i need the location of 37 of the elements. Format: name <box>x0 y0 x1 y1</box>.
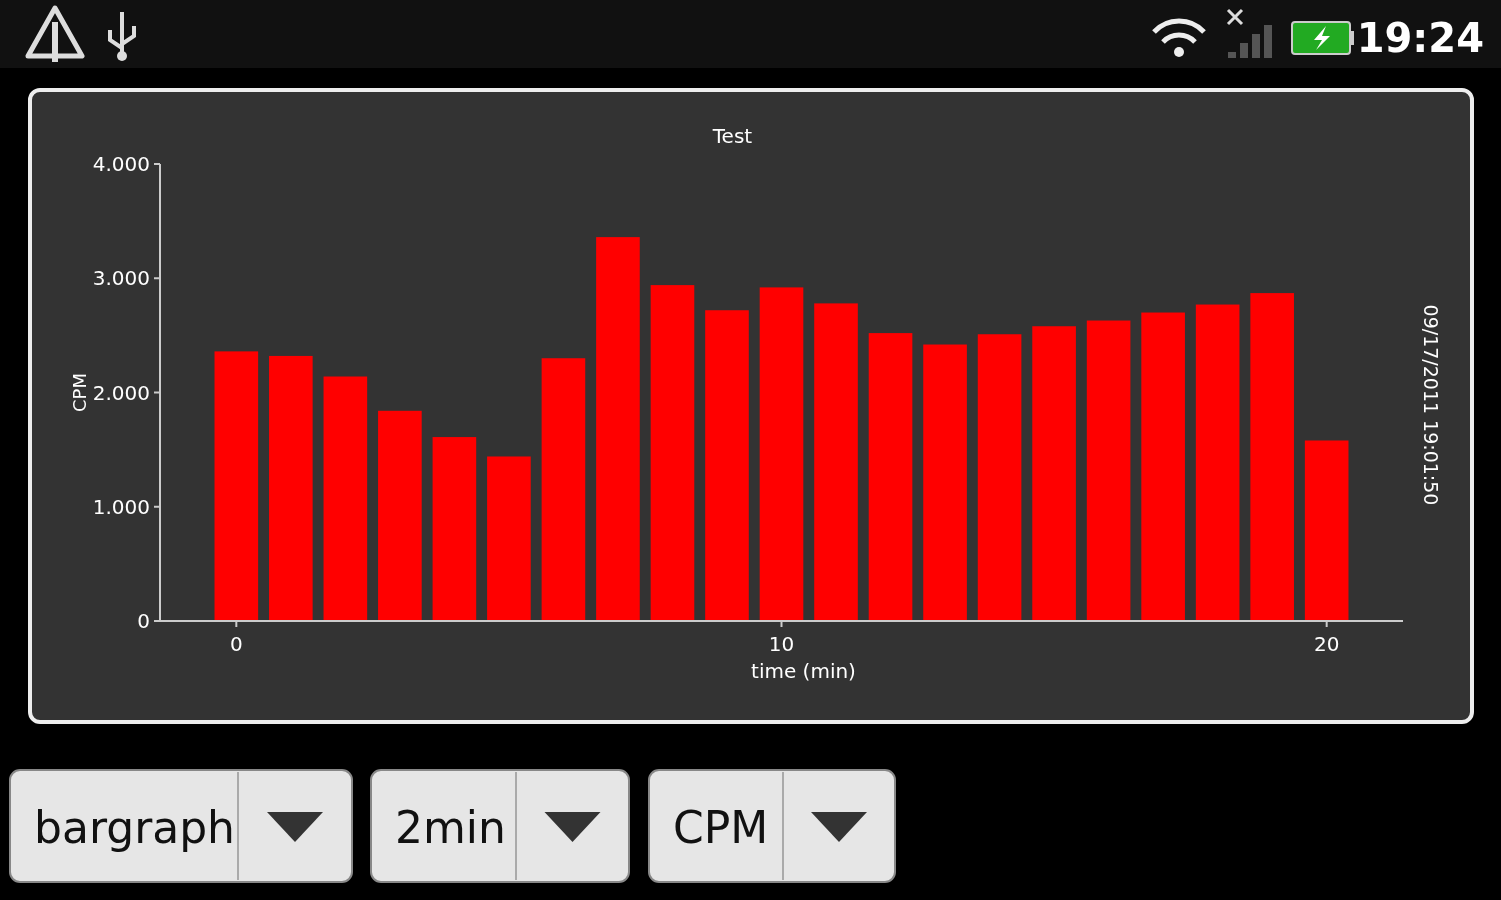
text: 09/17/2011 19:01:50 <box>1420 304 1442 506</box>
y-tick-label: 3.000 <box>92 266 150 291</box>
bar <box>214 351 259 621</box>
bar <box>1250 293 1294 621</box>
bar <box>487 456 531 621</box>
text: bargraph <box>34 802 236 853</box>
bar <box>1086 320 1131 621</box>
chart-title: Test <box>711 124 753 148</box>
bar <box>868 333 913 621</box>
bar <box>923 344 967 621</box>
text: 2min <box>395 802 506 853</box>
bar <box>977 334 1022 621</box>
bar <box>541 358 586 621</box>
x-tick-label: 10 <box>768 632 795 656</box>
y-tick-label: 1.000 <box>92 494 150 519</box>
bar <box>269 355 313 621</box>
bar <box>759 287 804 621</box>
y-axis-title: CPM <box>69 373 90 412</box>
bar <box>323 376 368 621</box>
bar <box>1032 326 1076 621</box>
text: CPM <box>673 802 769 853</box>
y-tick-label: 4.000 <box>92 152 150 176</box>
y-tick-label: 2.000 <box>92 380 150 405</box>
y-tick-label: 0 <box>137 609 150 633</box>
bar <box>650 285 695 621</box>
x-axis-title: time (min) <box>751 659 856 683</box>
bar <box>1141 312 1185 621</box>
bar <box>378 410 422 621</box>
bar <box>432 437 477 621</box>
x-tick-label: 20 <box>1313 632 1340 656</box>
bar <box>596 237 640 621</box>
text: 19:24 <box>1356 15 1484 61</box>
bar <box>1304 440 1349 621</box>
bar <box>1195 304 1240 621</box>
bar <box>814 303 858 621</box>
x-tick-label: 0 <box>229 632 243 656</box>
bar <box>705 310 749 621</box>
